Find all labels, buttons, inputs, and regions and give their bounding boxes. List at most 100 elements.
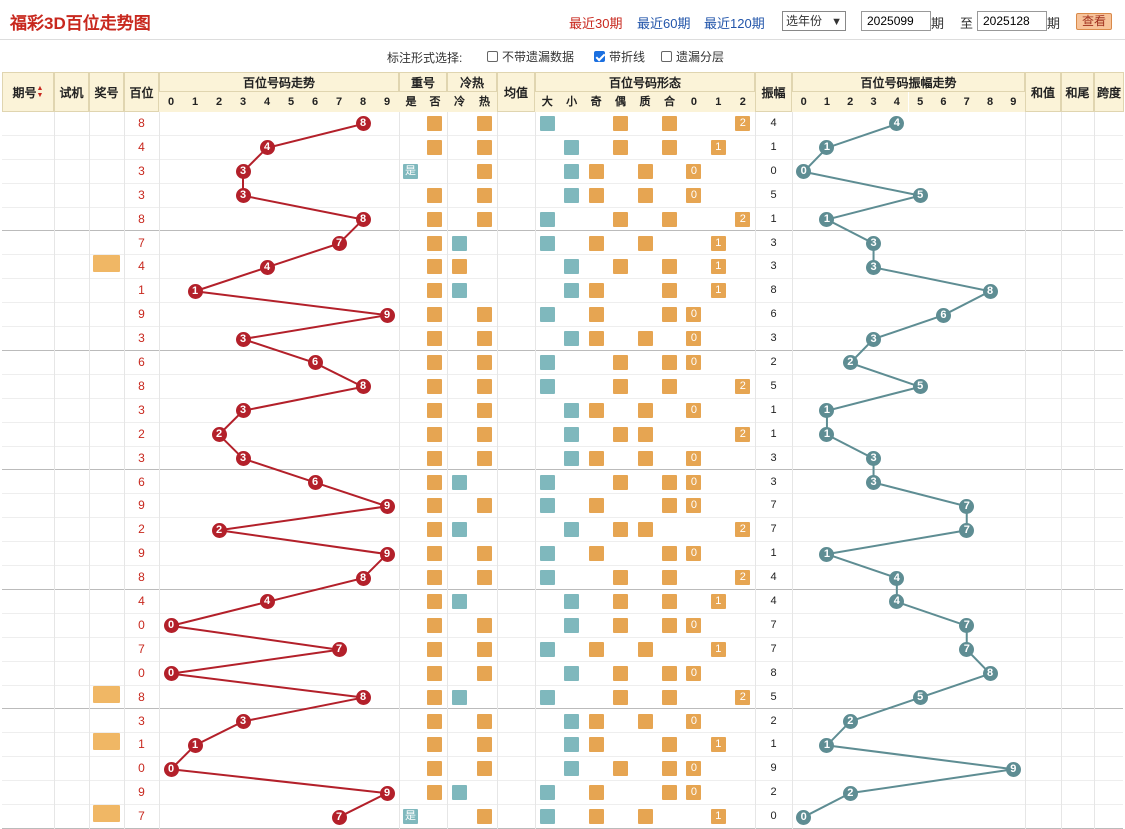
trend-ball: 3 [235, 188, 251, 204]
hundreds-value-cell: 3 [138, 402, 145, 417]
trend-ball: 9 [379, 307, 395, 323]
amp-ball: 3 [866, 331, 882, 347]
checkbox-icon[interactable] [661, 51, 672, 62]
amp-ball: 7 [959, 498, 975, 514]
recent-120-link[interactable]: 最近120期 [704, 16, 765, 31]
form-tag [539, 378, 555, 394]
repeat-yes-header: 是 [399, 92, 423, 112]
repeat-no-tag [427, 570, 442, 586]
amp-ball: 7 [959, 522, 975, 538]
form-tag [588, 641, 604, 657]
amp-ball: 2 [842, 355, 858, 371]
trend-ball: 9 [379, 785, 395, 801]
amp-cell: 6 [770, 308, 777, 321]
checkbox-icon[interactable] [487, 51, 498, 62]
table-row: 9 9 0 1 1 [2, 542, 1123, 567]
period-header[interactable]: 期号 ▲▼ [2, 72, 54, 112]
recent-30-link[interactable]: 最近30期 [569, 16, 623, 31]
hot-tag [477, 450, 492, 466]
table-row: 9 9 0 7 7 [2, 494, 1123, 519]
amp-ball: 1 [819, 140, 835, 156]
form-tag [613, 665, 629, 681]
repeat-yes-tag: 是 [403, 163, 418, 179]
table-row: 3 3 0 5 5 [2, 184, 1123, 208]
table-row: 3 3 0 1 1 [2, 399, 1123, 423]
to-period-input[interactable]: 2025128 [977, 11, 1047, 31]
form-tag [613, 116, 629, 131]
form-tag [564, 139, 580, 155]
amp-cell: 8 [770, 666, 777, 679]
test-header: 试机 [54, 72, 89, 112]
column-divider [159, 112, 160, 829]
mod-tag: 1 [710, 809, 726, 825]
form-tag [637, 713, 653, 729]
recent-60-link[interactable]: 最近60期 [637, 16, 691, 31]
form-sub-header: 偶 [608, 92, 633, 112]
form-tag [613, 689, 629, 705]
hundreds-value-cell: 9 [138, 498, 145, 513]
repeat-no-tag [427, 522, 442, 538]
year-select[interactable]: 选年份 ▼ [782, 11, 846, 31]
form-tag [564, 331, 580, 347]
table-row: 1 1 1 8 8 [2, 279, 1123, 304]
mod-tag: 0 [686, 331, 702, 347]
form-tag [539, 570, 555, 586]
hot-tag [477, 378, 492, 394]
repeat-no-tag [427, 402, 442, 418]
repeat-no-tag [427, 689, 442, 705]
checkbox-checked-icon[interactable] [594, 51, 605, 62]
trend-ball: 9 [379, 498, 395, 514]
form-tag [588, 331, 604, 347]
option-with-line[interactable]: 带折线 [594, 48, 645, 65]
trend-digit-header: 4 [255, 92, 279, 112]
table-row: 8 8 2 5 5 [2, 685, 1123, 710]
amp-cell: 1 [770, 212, 777, 225]
trend-ball: 4 [259, 259, 275, 275]
option-missing-layer[interactable]: 遗漏分层 [661, 48, 724, 65]
mod-tag: 2 [735, 116, 751, 131]
option-no-missing[interactable]: 不带遗漏数据 [487, 48, 574, 65]
amp-cell: 1 [770, 547, 777, 560]
form-tag [661, 378, 677, 394]
trend-ball: 3 [235, 451, 251, 467]
hundreds-value-cell: 3 [138, 713, 145, 728]
sort-icon[interactable]: ▲▼ [36, 85, 44, 99]
mod-tag: 2 [735, 570, 751, 586]
form-tag [564, 283, 580, 299]
amp-digit-header: 2 [838, 92, 862, 112]
amp-digit-header: 7 [955, 92, 979, 112]
form-tag [564, 522, 580, 538]
repeat-yes-tag: 是 [403, 809, 418, 825]
hundreds-value-cell: 8 [138, 211, 145, 226]
form-tag [613, 211, 629, 227]
cold-tag [452, 522, 467, 538]
table-row: 0 0 0 7 7 [2, 614, 1123, 638]
amp-cell: 2 [770, 714, 777, 727]
hundreds-value-cell: 2 [138, 426, 145, 441]
hot-tag [477, 163, 492, 179]
form-sub-header: 2 [730, 92, 755, 112]
form-tag [637, 235, 653, 251]
amp-ball: 8 [982, 283, 998, 299]
hundreds-value-cell: 8 [138, 689, 145, 704]
amp-digit-header: 3 [861, 92, 886, 112]
trend-digit-header: 8 [351, 92, 375, 112]
table-row: 8 8 2 4 4 [2, 566, 1123, 590]
trend-digit-header: 9 [375, 92, 399, 112]
option-bar: 标注形式选择: 不带遗漏数据 带折线 遗漏分层 [0, 41, 1125, 71]
hundreds-header: 百位 [124, 72, 159, 112]
hundreds-value-cell: 1 [138, 283, 145, 298]
view-button[interactable]: 查看 [1076, 13, 1112, 30]
table-row: 7 7 1 7 7 [2, 638, 1123, 662]
form-sub-header: 质 [632, 92, 658, 112]
span-header: 跨度 [1094, 72, 1124, 112]
from-period-input[interactable]: 2025099 [861, 11, 931, 31]
mod-tag: 0 [686, 617, 702, 633]
amp-cell: 5 [770, 690, 777, 703]
amp-ball: 3 [866, 451, 882, 467]
hundreds-value-cell: 8 [138, 116, 145, 130]
form-tag [661, 139, 677, 155]
amp-ball: 6 [935, 307, 951, 323]
mod-tag: 0 [686, 713, 702, 729]
